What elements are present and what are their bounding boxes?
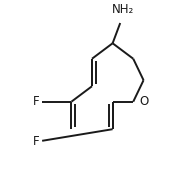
Text: O: O <box>139 95 148 108</box>
Text: NH₂: NH₂ <box>112 3 134 16</box>
Text: F: F <box>33 135 40 148</box>
Text: F: F <box>33 95 40 108</box>
